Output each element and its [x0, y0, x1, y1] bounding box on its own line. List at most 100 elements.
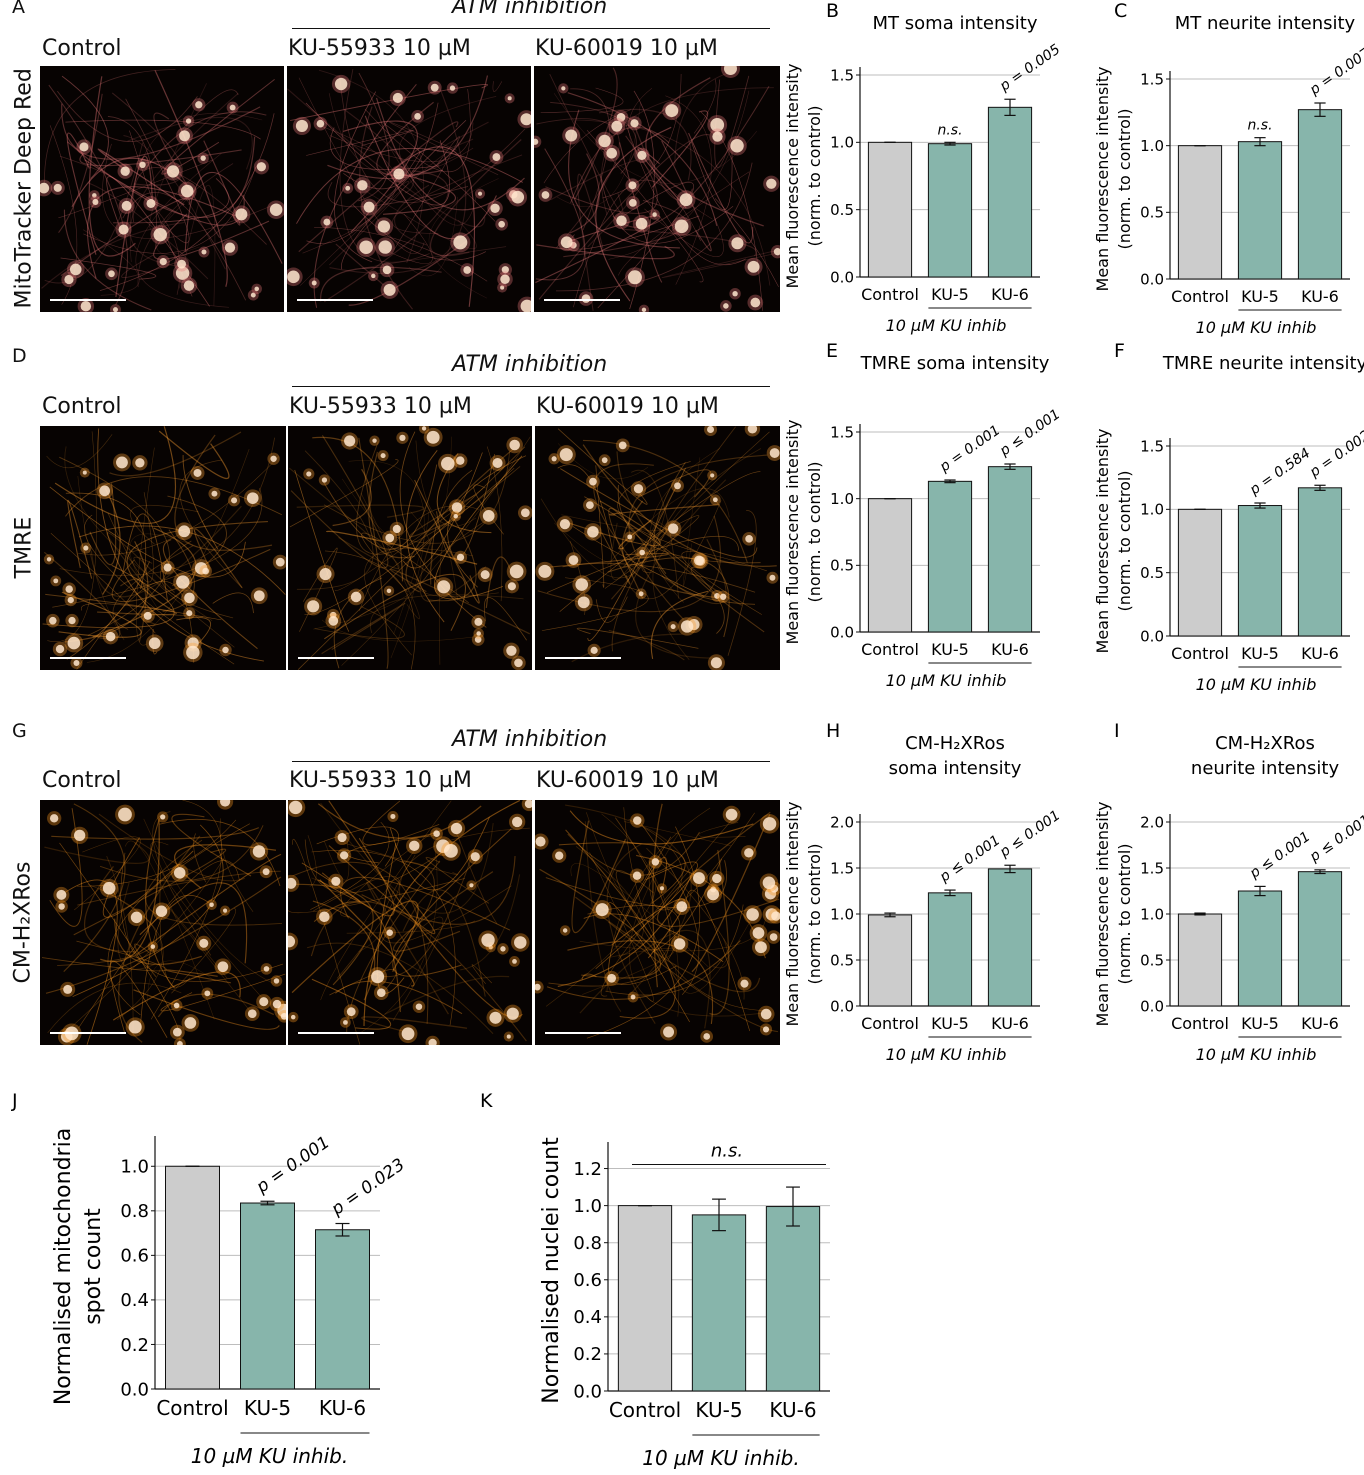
y-tick-label: 1.0 — [1140, 137, 1164, 155]
y-tick-label: 1.5 — [830, 423, 854, 441]
group-label: 10 µM KU inhib — [886, 1045, 1007, 1064]
micrograph-image — [535, 800, 780, 1045]
category-label: KU-6 — [991, 1014, 1029, 1033]
bar-ku-6 — [987, 466, 1033, 633]
panel-letter: J — [11, 1090, 18, 1112]
micrograph-image — [535, 426, 780, 670]
micrograph-cmh2xros-ku60019 — [535, 800, 780, 1045]
group-label: 10 µM KU inhib — [1196, 318, 1317, 337]
condition-label-ku60019: KU-60019 10 µM — [535, 36, 718, 61]
chart-i: I CM-H₂XRos neurite intensity 0.0 0.5 1.0 1.5 2… — [1093, 720, 1364, 1064]
category-label: KU-6 — [319, 1396, 366, 1420]
micrograph-image — [534, 66, 780, 312]
y-axis-label: (norm. to control) — [1115, 108, 1134, 249]
group-label: 10 µM KU inhib — [886, 671, 1007, 690]
y-tick-label: 0.2 — [573, 1344, 602, 1365]
row-label-cmh2xros: CM-H₂XRos — [10, 861, 36, 984]
category-label: KU-5 — [244, 1396, 291, 1420]
category-label: Control — [861, 640, 919, 659]
significance-label: p ≤ 0.001 — [996, 807, 1063, 861]
significance-label: n.s. — [1247, 118, 1272, 134]
bar-ku-6 — [1297, 871, 1343, 1007]
panel-letter: K — [480, 1090, 493, 1112]
condition-label-ku60019: KU-60019 10 µM — [536, 394, 719, 419]
bar-ku-5 — [1237, 141, 1283, 280]
condition-label-ku55933: KU-55933 10 µM — [289, 768, 472, 793]
bar-ku-6 — [987, 868, 1033, 1007]
significance-label: n.s. — [937, 122, 962, 138]
chart-title: soma intensity — [889, 758, 1022, 779]
category-label: Control — [1171, 1014, 1229, 1033]
y-axis-label: (norm. to control) — [805, 843, 824, 984]
row-label-tmre: TMRE — [11, 516, 37, 579]
micrograph-mitotracker-ku55933 — [287, 66, 531, 312]
category-label: KU-5 — [931, 640, 969, 659]
y-axis-label: (norm. to control) — [1115, 843, 1134, 984]
micrograph-image — [40, 426, 286, 670]
bar-ku-5 — [1237, 505, 1283, 637]
category-label: Control — [156, 1396, 228, 1420]
micrograph-cmh2xros-ku55933 — [288, 800, 532, 1045]
bar-control — [1177, 145, 1223, 280]
y-axis-label: (norm. to control) — [805, 105, 824, 246]
y-axis-label: Normalised mitochondria — [51, 1128, 76, 1405]
condition-label-ku55933: KU-55933 10 µM — [289, 394, 472, 419]
significance-label: p ≤ 0.001 — [1306, 812, 1364, 866]
bar-control — [867, 498, 913, 633]
bar-ku-5 — [927, 480, 973, 633]
y-axis-label: Mean fluorescence intensity — [1093, 67, 1112, 292]
micrograph-tmre-ku55933 — [288, 426, 532, 670]
panel-letter: F — [1114, 340, 1125, 362]
bar-control — [617, 1205, 673, 1392]
category-label: KU-6 — [1301, 644, 1339, 663]
y-tick-label: 0.0 — [120, 1379, 149, 1400]
panel-letter: B — [826, 0, 839, 22]
chart-h: H CM-H₂XRos soma intensity 0.0 0.5 1.0 1.5 2.0 M… — [783, 720, 1063, 1064]
panel-letter-g: G — [12, 720, 27, 742]
y-tick-label: 1.0 — [120, 1157, 149, 1178]
bar-control — [1177, 508, 1223, 637]
y-axis-label: (norm. to control) — [805, 461, 824, 602]
y-tick-label: 0.5 — [1140, 204, 1164, 222]
micrograph-tmre-control — [40, 426, 286, 670]
y-axis-label: Mean fluorescence intensity — [783, 64, 802, 289]
y-tick-label: 0.0 — [1140, 270, 1164, 288]
y-tick-label: 1.0 — [1140, 501, 1164, 519]
panel-letter: I — [1114, 720, 1120, 742]
bar-ku-5 — [927, 143, 973, 278]
bar-ku-5 — [927, 892, 973, 1007]
bar-ku-5 — [691, 1214, 747, 1392]
category-label: Control — [609, 1398, 681, 1422]
y-tick-label: 0.8 — [120, 1201, 149, 1222]
condition-label-ku55933: KU-55933 10 µM — [288, 36, 471, 61]
group-label: 10 µM KU inhib. — [191, 1444, 348, 1468]
atm-inhibition-header: ATM inhibition — [452, 727, 608, 752]
category-label: KU-6 — [991, 640, 1029, 659]
atm-header-line — [292, 761, 770, 762]
significance-label: p = 0.005 — [996, 41, 1063, 95]
category-label: Control — [1171, 287, 1229, 306]
y-tick-label: 0.0 — [830, 268, 854, 286]
category-label: KU-6 — [1301, 1014, 1339, 1033]
significance-label: p = 0.001 — [252, 1132, 334, 1197]
panel-letter: E — [826, 340, 838, 362]
y-tick-label: 0.6 — [120, 1246, 149, 1267]
y-tick-label: 0.6 — [573, 1270, 602, 1291]
y-tick-label: 2.0 — [1140, 813, 1164, 831]
y-tick-label: 0.0 — [1140, 997, 1164, 1015]
chart-j: J 0.0 0.2 0.4 0.6 0.8 1.0 Normalised mitochondr… — [11, 1090, 409, 1468]
panel-letter: C — [1114, 0, 1127, 22]
chart-f: F TMRE neurite intensity 0.0 0.5 1.0 1.5 Mean … — [1093, 340, 1364, 694]
bar-control — [867, 914, 913, 1007]
y-axis-label: Mean fluorescence intensity — [1093, 802, 1112, 1027]
micrograph-image — [287, 66, 531, 312]
bar-ku-6 — [765, 1206, 821, 1392]
row-label-mitotracker: MitoTracker Deep Red — [11, 68, 37, 309]
y-tick-label: 0.0 — [830, 623, 854, 641]
y-tick-label: 0.8 — [573, 1233, 602, 1254]
category-label: KU-5 — [1241, 644, 1279, 663]
micrograph-mitotracker-ku60019 — [534, 66, 780, 312]
chart-title: TMRE soma intensity — [860, 353, 1050, 374]
atm-inhibition-header: ATM inhibition — [452, 0, 608, 19]
y-tick-label: 0.0 — [1140, 627, 1164, 645]
